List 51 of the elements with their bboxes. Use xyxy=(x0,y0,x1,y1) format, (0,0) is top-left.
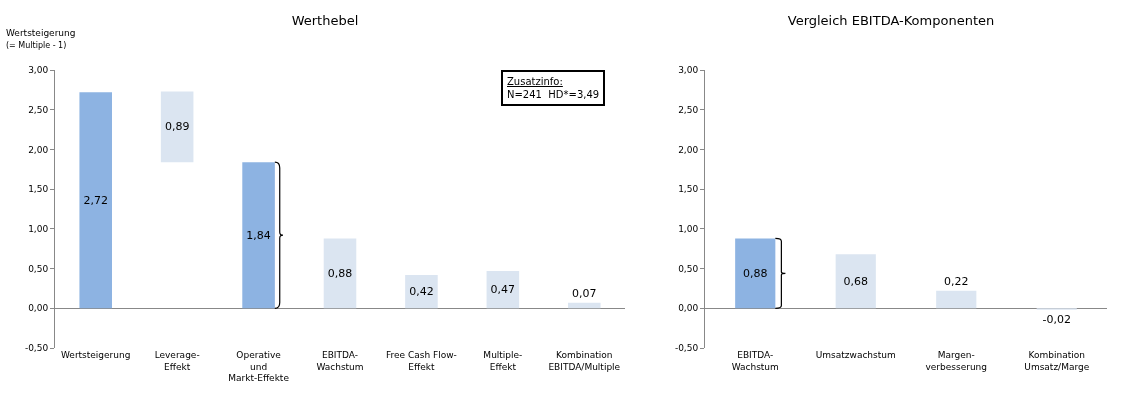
y-tick-label: 1,00 xyxy=(678,224,699,235)
bar xyxy=(568,302,601,309)
y-axis-title: Wertsteigerung (= Multiple - 1) xyxy=(6,28,76,50)
data-label: 2,72 xyxy=(83,193,108,207)
y-tick-label: 2,50 xyxy=(28,104,49,115)
y-tick-label: 1,50 xyxy=(678,184,699,195)
x-tick-label: Kombination Umsatz/Marge xyxy=(1024,350,1090,372)
y-tick-label: 0,00 xyxy=(28,303,49,314)
x-tick-label: Operative und Markt-Effekte xyxy=(228,350,290,384)
x-tick-label: Free Cash Flow- Effekt xyxy=(386,350,457,372)
bar xyxy=(242,162,275,309)
data-label: -0,02 xyxy=(1042,312,1071,326)
x-tick-label: Umsatzwachstum xyxy=(815,350,896,360)
annotation: Zusatzinfo: N=241 HD*=3,49 xyxy=(507,76,600,100)
chart-title: Vergleich EBITDA-Komponenten xyxy=(787,13,995,29)
x-tick-label: Margen- verbesserung xyxy=(925,350,988,372)
bar xyxy=(735,238,776,309)
data-label: 1,84 xyxy=(246,228,271,242)
y-tick-label: 2,50 xyxy=(678,104,699,115)
bar xyxy=(323,238,357,309)
data-label: 0,22 xyxy=(944,274,969,288)
y-tick-label: 2,00 xyxy=(28,144,49,155)
x-tick-label: EBITDA- Wachstum xyxy=(316,350,364,372)
y-tick-label: -0,50 xyxy=(24,343,49,354)
x-tick-label: Leverage- Effekt xyxy=(154,350,200,372)
data-label: 0,89 xyxy=(164,120,190,134)
data-label: 0,07 xyxy=(572,286,597,300)
bar xyxy=(405,274,438,309)
data-label: 0,88 xyxy=(743,266,768,280)
data-label: 0,88 xyxy=(327,266,353,280)
y-tick-label: 3,00 xyxy=(28,65,49,76)
y-tick-label: 3,00 xyxy=(678,65,699,76)
y-tick-label: 1,00 xyxy=(28,224,49,235)
data-label: 0,42 xyxy=(409,285,434,299)
y-tick-label: -0,50 xyxy=(674,343,699,354)
data-label: 0,68 xyxy=(843,274,868,288)
data-label: 0,47 xyxy=(490,283,516,297)
bar xyxy=(79,92,112,309)
bar xyxy=(835,254,876,309)
x-tick-label: Wertsteigerung xyxy=(60,350,131,360)
bar xyxy=(160,91,194,163)
x-tick-label: Kombination EBITDA/Multiple xyxy=(548,350,621,372)
chart-title: Werthebel xyxy=(291,13,359,29)
y-tick-label: 0,50 xyxy=(28,263,49,274)
y-tick-label: 1,50 xyxy=(28,184,49,195)
y-tick-label: 0,50 xyxy=(678,263,699,274)
x-tick-label: EBITDA- Wachstum xyxy=(731,350,779,372)
bar xyxy=(936,290,977,309)
y-tick-label: 2,00 xyxy=(678,144,699,155)
x-tick-label: Multiple- Effekt xyxy=(483,350,523,372)
y-tick-label: 0,00 xyxy=(678,303,699,314)
